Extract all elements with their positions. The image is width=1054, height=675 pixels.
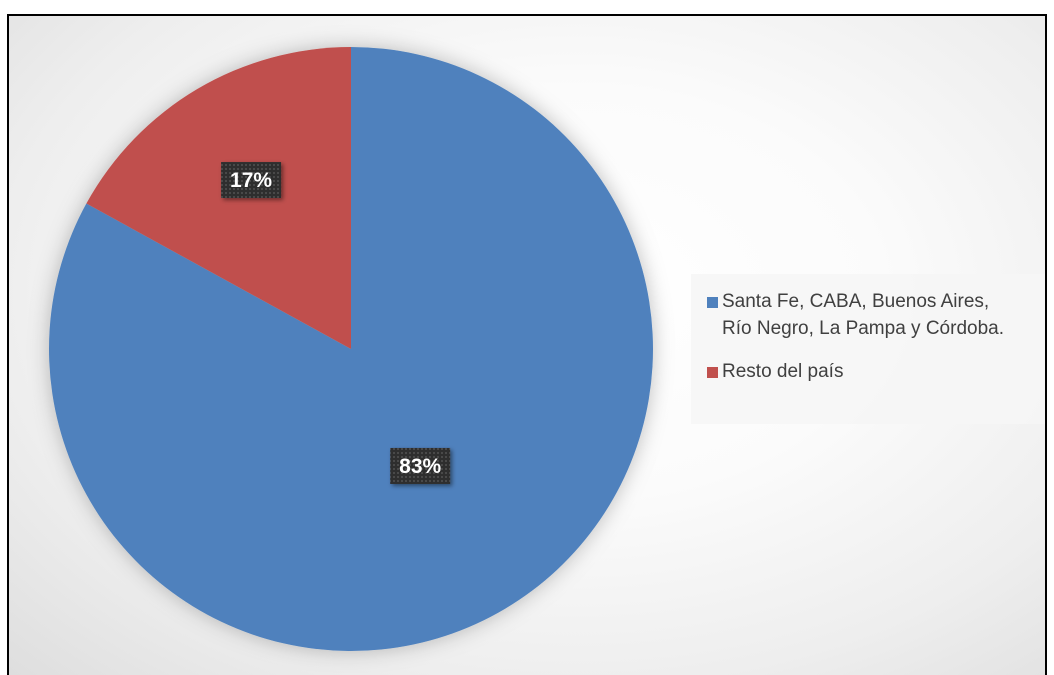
data-label-box — [390, 447, 451, 484]
data-label: 17% — [221, 162, 282, 199]
legend-swatch — [707, 367, 718, 378]
pie-slice — [86, 47, 352, 349]
data-label-text: 83% — [399, 455, 441, 478]
legend-label: Santa Fe, CABA, Buenos Aires, Río Negro,… — [722, 291, 1004, 339]
legend-item: Resto del país — [691, 358, 1045, 385]
data-label: 83% — [390, 447, 451, 484]
legend-label: Resto del país — [722, 361, 844, 382]
pie-chart: 83% 17% — [48, 47, 653, 651]
legend: Santa Fe, CABA, Buenos Aires, Río Negro,… — [691, 274, 1045, 424]
data-label-box — [221, 162, 282, 199]
data-label-text: 17% — [230, 169, 272, 192]
legend-item: Santa Fe, CABA, Buenos Aires, Río Negro,… — [691, 288, 1045, 342]
chart-area: 83% 17% Santa Fe, CABA, Buenos Aires, Río… — [7, 14, 1047, 675]
legend-swatch — [707, 297, 718, 308]
